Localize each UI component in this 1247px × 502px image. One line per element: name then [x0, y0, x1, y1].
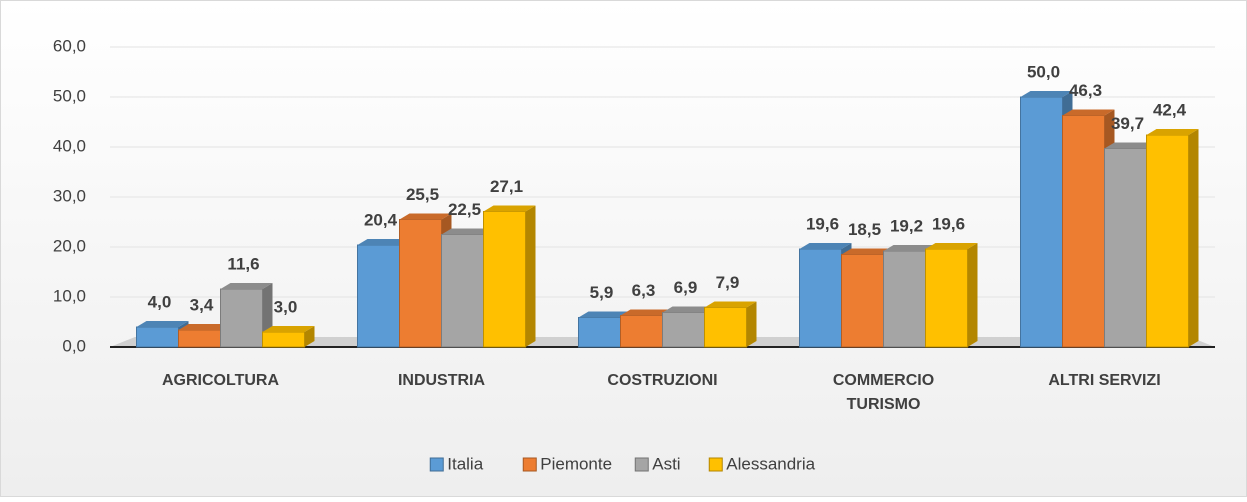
bar-top: [262, 326, 315, 332]
bar: [662, 312, 705, 348]
bar-top: [620, 309, 673, 316]
legend-swatch: [634, 457, 649, 472]
bar: [925, 248, 968, 348]
legend-label: Alessandria: [726, 454, 815, 473]
value-label: 42,4: [1153, 100, 1187, 119]
y-tick-label: 20,0: [53, 236, 86, 255]
value-label: 3,4: [190, 295, 214, 314]
bar: [483, 211, 526, 348]
value-label: 7,9: [716, 273, 740, 292]
bar: [883, 250, 926, 348]
legend-label: Asti: [652, 454, 680, 473]
value-label: 19,6: [806, 214, 839, 233]
bar: [1104, 148, 1147, 348]
bar: [841, 254, 884, 348]
value-label: 27,1: [490, 177, 523, 196]
bar-top: [925, 243, 978, 249]
y-tick-label: 50,0: [53, 86, 86, 105]
bar: [220, 288, 263, 348]
bar-top: [399, 213, 452, 220]
bar-top: [1104, 142, 1157, 149]
value-label: 18,5: [848, 220, 881, 239]
y-tick-label: 40,0: [53, 136, 86, 155]
value-label: 11,6: [227, 254, 259, 273]
value-label: 19,2: [890, 216, 923, 235]
y-tick-label: 10,0: [53, 286, 86, 305]
value-label: 6,3: [632, 281, 656, 300]
bar-top: [441, 228, 494, 235]
bar-top: [1020, 91, 1073, 97]
y-tick-label: 60,0: [53, 36, 86, 55]
bar-side: [746, 301, 757, 347]
value-label: 6,9: [674, 278, 698, 297]
bar: [1146, 134, 1189, 348]
bar-top: [578, 311, 631, 318]
bar-top: [799, 243, 852, 249]
bar-top: [1146, 129, 1199, 135]
bar: [704, 307, 747, 348]
bar-top: [1062, 109, 1115, 116]
bar-top: [841, 248, 894, 255]
bar: [178, 329, 221, 348]
bar-top: [357, 239, 410, 245]
bar-side: [967, 243, 978, 347]
x-tick-label: AGRICOLTURA: [162, 372, 279, 389]
x-tick-label: ALTRI SERVIZI: [1048, 372, 1160, 389]
value-label: 22,5: [448, 200, 481, 219]
bar: [262, 331, 305, 348]
bar: [1020, 96, 1063, 348]
bar-top: [483, 205, 536, 212]
legend-swatch: [522, 457, 537, 472]
bar: [1062, 115, 1105, 348]
bar-side: [1188, 129, 1199, 347]
bar: [578, 317, 621, 348]
y-tick-label: 30,0: [53, 186, 86, 205]
value-label: 19,6: [932, 214, 965, 233]
legend-label: Piemonte: [540, 454, 612, 473]
bar-side: [525, 205, 536, 347]
bar: [799, 248, 842, 348]
bar: [136, 326, 179, 348]
value-label: 39,7: [1111, 114, 1144, 133]
value-label: 20,4: [364, 210, 398, 229]
x-tick-label: INDUSTRIA: [398, 372, 486, 389]
value-label: 3,0: [274, 297, 298, 316]
bar-top: [220, 283, 273, 289]
legend-swatch: [429, 457, 444, 472]
value-label: 46,3: [1069, 81, 1102, 100]
bar: [399, 219, 442, 348]
value-label: 5,9: [590, 283, 614, 302]
bar-side: [304, 326, 315, 347]
y-tick-label: 0,0: [62, 336, 86, 355]
value-label: 25,5: [406, 185, 439, 204]
x-tick-label: COMMERCIO TURISMO: [833, 372, 934, 413]
bar-top: [136, 321, 189, 327]
bar-top: [178, 324, 231, 330]
bar-top: [662, 306, 715, 313]
value-label: 50,0: [1027, 62, 1060, 81]
x-tick-label: COSTRUZIONI: [607, 372, 717, 389]
legend-swatch: [708, 457, 723, 472]
legend-label: Italia: [447, 454, 483, 473]
value-label: 4,0: [148, 292, 172, 311]
bar: [620, 315, 663, 348]
bar-top: [704, 301, 757, 308]
bar-top: [883, 245, 936, 251]
bar: [357, 244, 400, 348]
bar: [441, 234, 484, 348]
